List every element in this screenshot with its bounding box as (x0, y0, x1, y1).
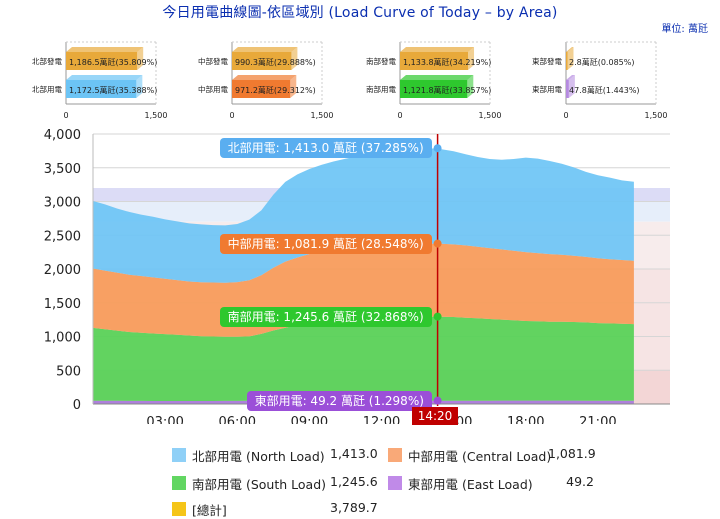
legend-swatch (172, 476, 186, 490)
y-tick-label: 500 (56, 364, 81, 379)
mini-tick: 0 (563, 111, 568, 120)
tooltip-south: 南部用電: 1,245.6 萬瓩 (32.868%) (219, 306, 432, 327)
mini-tick: 0 (229, 111, 234, 120)
mini-gen-bar-text: 1,133.8萬瓩(34.219%) (403, 57, 491, 67)
y-tick-label: 2,500 (44, 229, 81, 244)
mini-chart-3: 南部發電南部用電 1,133.8萬瓩(34.219%) 1,121.8萬瓩(33.8… (356, 38, 514, 126)
mini-gen-label: 東部發電 (532, 57, 562, 66)
legend-label: 中部用電 (Central Load) (408, 449, 552, 464)
x-tick-label: 06:00 (219, 415, 256, 424)
mini-tick: 0 (63, 111, 68, 120)
mini-tick: 1,500 (645, 111, 668, 120)
load-curve-chart[interactable]: 0 500 1,000 1,500 2,000 2,500 3,000 3,500 4,000 0… (0, 124, 720, 424)
legend-value: 49.2 (566, 474, 594, 489)
mini-bars: 1,133.8萬瓩(34.219%) 1,121.8萬瓩(33.857%) 0 1,5… (397, 41, 502, 120)
mini-tick: 0 (397, 111, 402, 120)
mini-load-label: 北部用電 (32, 85, 62, 94)
cursor-time-label: 14:20 (412, 407, 458, 425)
y-tick-label: 1,500 (44, 297, 81, 312)
tooltip-dot-east (433, 396, 442, 405)
mini-bars: 2.8萬瓩(0.085%) 47.8萬瓩(1.443%) 0 1,500 (563, 41, 668, 120)
y-tick-label: 1,000 (44, 331, 81, 346)
y-tick-label: 3,500 (44, 162, 81, 177)
mini-gen-bar-text: 1,186.5萬瓩(35.809%) (69, 57, 157, 67)
tooltip-dot-south (433, 312, 442, 321)
tooltip-central: 中部用電: 1,081.9 萬瓩 (28.548%) (219, 233, 432, 254)
mini-gen-bar: 2.8萬瓩(0.085%) (566, 47, 634, 70)
mini-gen-label: 北部發電 (32, 57, 62, 66)
legend-label: [總計] (192, 503, 227, 518)
tooltip-east: 東部用電: 49.2 萬瓩 (1.298%) (246, 390, 432, 411)
legend-swatch (172, 502, 186, 516)
legend-label: 東部用電 (East Load) (408, 477, 533, 492)
mini-load-label: 中部用電 (198, 85, 228, 94)
mini-load-bar: 1,121.8萬瓩(33.857%) (400, 75, 491, 98)
chart-title: 今日用電曲線圖-依區域別 (Load Curve of Today – by A… (162, 5, 558, 21)
mini-load-bar: 1,172.5萬瓩(35.388%) (66, 75, 157, 98)
y-tick-label: 2,000 (44, 263, 81, 278)
mini-load-bar-text: 971.2萬瓩(29.312%) (235, 85, 316, 95)
y-tick-label: 0 (73, 398, 81, 413)
mini-gen-bar: 1,133.8萬瓩(34.219%) (400, 47, 491, 70)
mini-tick: 1,500 (311, 111, 334, 120)
mini-chart-2: 中部發電中部用電 990.3萬瓩(29.888%) 971.2萬瓩(29.312%)… (188, 38, 346, 126)
mini-gen-bar-text: 990.3萬瓩(29.888%) (235, 57, 316, 67)
x-tick-label: 21:00 (579, 415, 616, 424)
legend-value: 1,245.6 (330, 474, 378, 489)
legend-swatch (388, 476, 402, 490)
mini-bars: 990.3萬瓩(29.888%) 971.2萬瓩(29.312%) 0 1,500 (229, 41, 334, 120)
unit-label: 單位: 萬瓩 (661, 24, 708, 35)
mini-load-label: 東部用電 (532, 85, 562, 94)
mini-gen-bar: 1,186.5萬瓩(35.809%) (66, 47, 157, 70)
tooltip-dot-central (433, 239, 442, 248)
x-tick-label: 18:00 (507, 415, 544, 424)
mini-gen-label: 中部發電 (198, 57, 228, 66)
x-tick-label: 12:00 (363, 415, 400, 424)
legend-swatch (388, 448, 402, 462)
mini-load-bar-text: 1,172.5萬瓩(35.388%) (69, 85, 157, 95)
legend: 北部用電 (North Load) 1,413.0 中部用電 (Central Lo… (0, 440, 720, 518)
mini-load-bar: 971.2萬瓩(29.312%) (232, 75, 316, 98)
legend-label: 南部用電 (South Load) (192, 477, 327, 492)
area-south[interactable] (93, 316, 634, 401)
x-tick-label: 03:00 (146, 415, 183, 424)
legend-value: 1,413.0 (330, 446, 378, 461)
mini-load-bar-text: 47.8萬瓩(1.443%) (569, 85, 640, 95)
mini-load-bar-text: 1,121.8萬瓩(33.857%) (403, 85, 491, 95)
tooltip-north: 北部用電: 1,413.0 萬瓩 (37.285%) (219, 138, 432, 159)
mini-tick: 1,500 (479, 111, 502, 120)
mini-tick: 1,500 (145, 111, 168, 120)
y-tick-label: 3,000 (44, 196, 81, 211)
mini-gen-bar: 990.3萬瓩(29.888%) (232, 47, 316, 70)
mini-gen-bar-text: 2.8萬瓩(0.085%) (569, 57, 634, 67)
mini-bars: 1,186.5萬瓩(35.809%) 1,172.5萬瓩(35.388%) 0 1,5… (63, 41, 168, 120)
legend-swatch (172, 448, 186, 462)
y-tick-label: 4,000 (44, 128, 81, 143)
mini-chart-1: 北部發電北部用電 1,186.5萬瓩(35.809%) 1,172.5萬瓩(35.3… (22, 38, 180, 126)
mini-load-label: 南部用電 (366, 85, 396, 94)
mini-load-bar: 47.8萬瓩(1.443%) (566, 75, 640, 98)
legend-value: 3,789.7 (330, 500, 378, 515)
legend-value: 1,081.9 (548, 446, 596, 461)
legend-label: 北部用電 (North Load) (192, 449, 325, 464)
mini-gen-label: 南部發電 (366, 57, 396, 66)
tooltip-dot-north (433, 144, 442, 153)
mini-chart-4: 東部發電東部用電 2.8萬瓩(0.085%) 47.8萬瓩(1.443%) 0 1,50… (522, 38, 680, 126)
x-tick-label: 09:00 (291, 415, 328, 424)
